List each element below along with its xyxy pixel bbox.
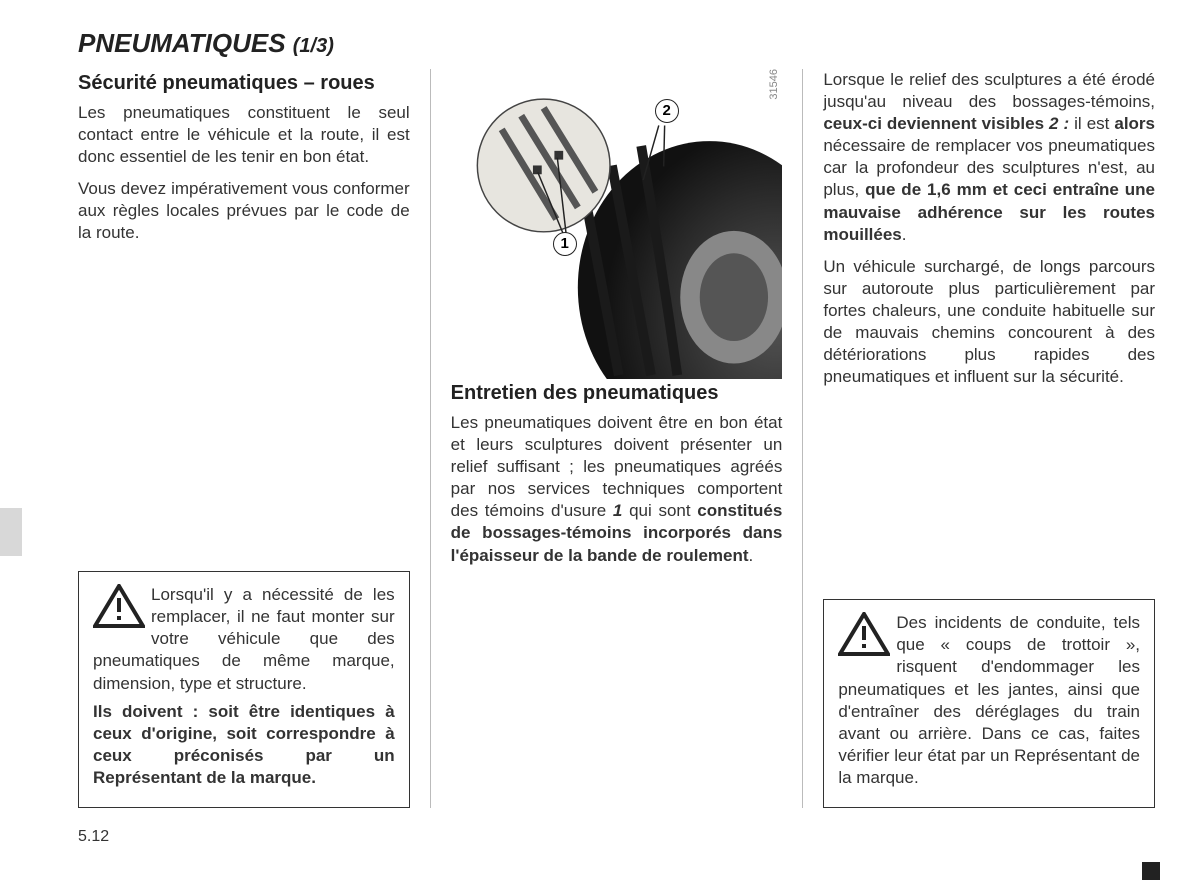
col1-p1: Les pneumatiques constituent le seul con… bbox=[78, 102, 410, 168]
tire-figure: 31546 bbox=[451, 69, 783, 379]
callout-1: 1 bbox=[553, 232, 577, 256]
column-3: Lorsque le relief des sculptures a été é… bbox=[823, 69, 1155, 808]
col3-p2: Un véhicule surchargé, de longs parcours… bbox=[823, 256, 1155, 389]
side-tab-marker bbox=[0, 508, 22, 556]
col2-p1-ref: 1 bbox=[613, 501, 622, 520]
c3p1g: . bbox=[902, 225, 907, 244]
col2-p1c: . bbox=[749, 546, 754, 565]
c3p1a: Lorsque le relief des sculptures a été é… bbox=[823, 70, 1155, 111]
col2-heading: Entretien des pneumatiques bbox=[451, 381, 783, 406]
column-1: Sécurité pneumatiques – roues Les pneuma… bbox=[78, 69, 410, 808]
column-separator-1 bbox=[430, 69, 431, 808]
page-number: 5.12 bbox=[78, 828, 1155, 846]
column-separator-2 bbox=[802, 69, 803, 808]
warning-box-1: Lorsqu'il y a nécessité de les remplacer… bbox=[78, 571, 410, 808]
c3p1c: il est bbox=[1069, 114, 1114, 133]
title-pager: (1/3) bbox=[293, 35, 334, 57]
col2-p1b: qui sont bbox=[622, 501, 697, 520]
corner-marker bbox=[1142, 862, 1160, 880]
c3p1f: que de 1,6 mm et ceci entraîne une mauva… bbox=[823, 180, 1155, 243]
tire-illustration bbox=[451, 69, 783, 379]
c3p1b: ceux-ci deviennent visibles bbox=[823, 114, 1049, 133]
warning-box-2: Des incidents de conduite, tels que « co… bbox=[823, 599, 1155, 808]
warning-icon bbox=[838, 612, 890, 658]
image-id: 31546 bbox=[768, 69, 780, 100]
col3-p1: Lorsque le relief des sculptures a été é… bbox=[823, 69, 1155, 246]
warn1-p2: Ils doivent : soit être identiques à ceu… bbox=[93, 701, 395, 789]
col1-heading: Sécurité pneumatiques – roues bbox=[78, 71, 410, 96]
columns: Sécurité pneumatiques – roues Les pneuma… bbox=[78, 69, 1155, 808]
callout-2: 2 bbox=[655, 99, 679, 123]
title-text: PNEUMATIQUES bbox=[78, 28, 286, 58]
col2-p1: Les pneumatiques doivent être en bon éta… bbox=[451, 412, 783, 567]
page: PNEUMATIQUES (1/3) Sécurité pneumatiques… bbox=[0, 0, 1200, 888]
c3p1it: 2 : bbox=[1049, 114, 1069, 133]
c3p1d: alors bbox=[1114, 114, 1155, 133]
col1-p2: Vous devez impérativement vous conformer… bbox=[78, 178, 410, 244]
page-title: PNEUMATIQUES (1/3) bbox=[78, 28, 1155, 59]
warning-icon bbox=[93, 584, 145, 630]
column-2: 31546 bbox=[451, 69, 783, 808]
